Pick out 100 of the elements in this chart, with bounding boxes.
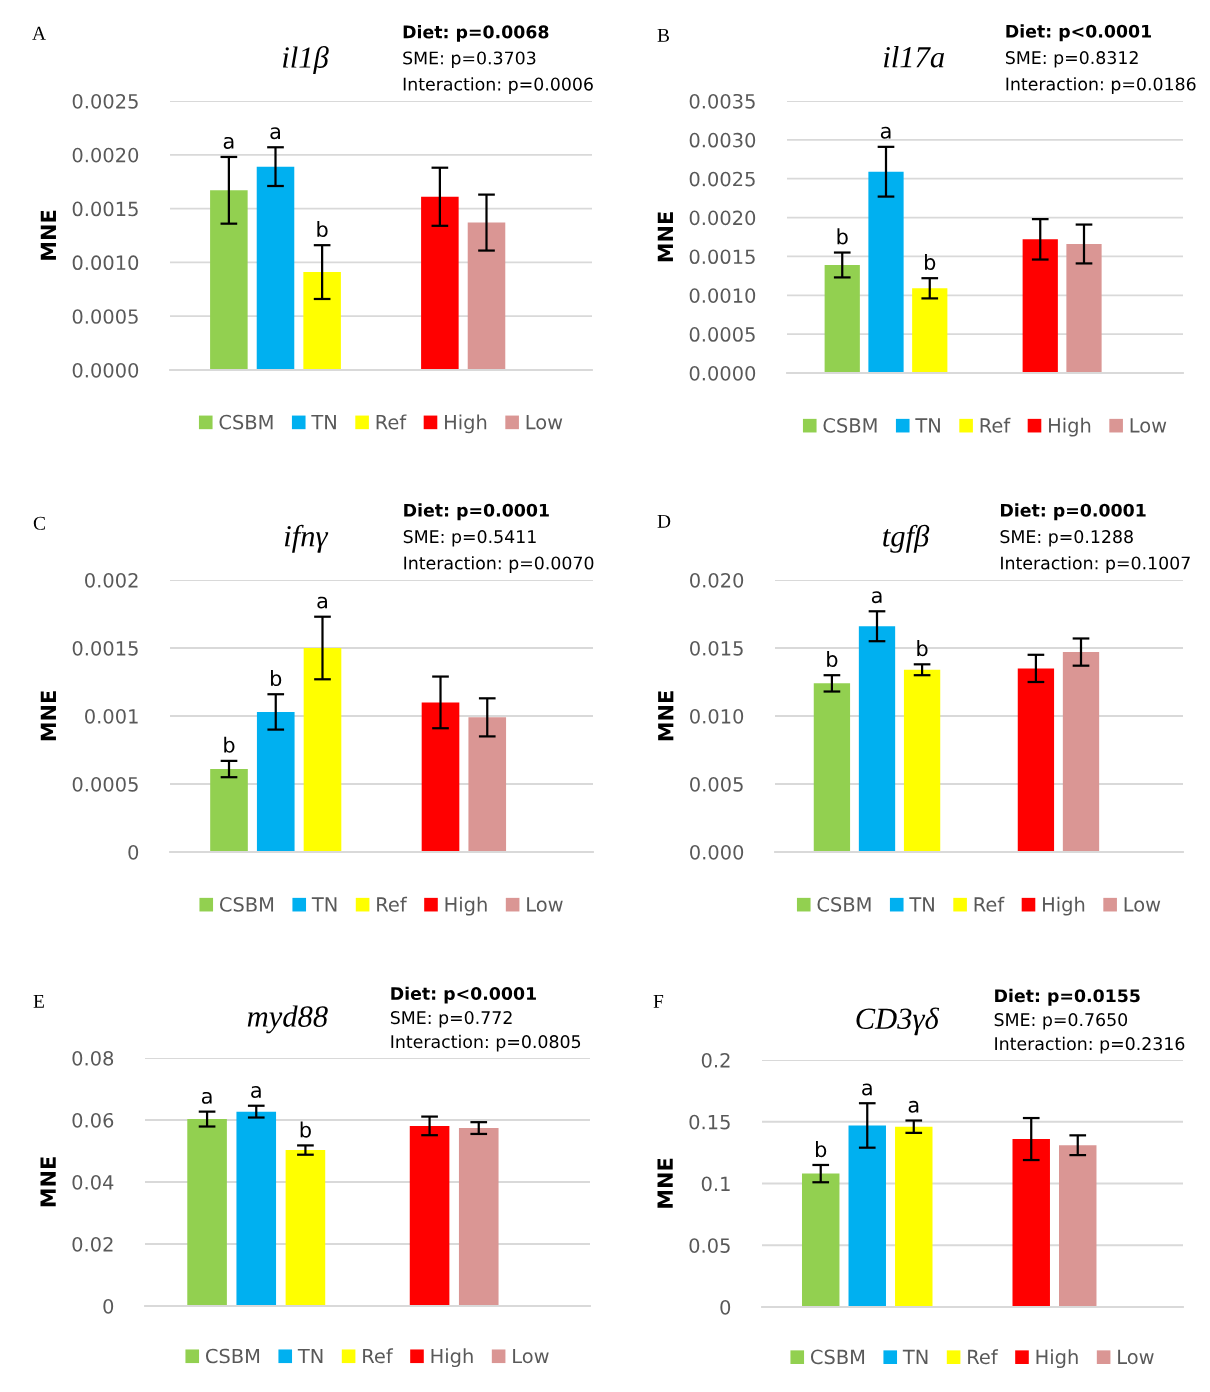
legend-label: TN [311, 415, 336, 430]
y-tick-label: 0.0035 [689, 93, 755, 109]
y-tick-label: 0.0015 [72, 640, 138, 656]
text: E [33, 994, 44, 1008]
y-tick-label: 0.002 [85, 572, 138, 588]
y-tick-label: 0.0005 [72, 776, 138, 792]
y-tick-label: 0 [720, 1299, 731, 1315]
legend-label: CSBM [810, 1349, 865, 1365]
data-label: b [271, 670, 282, 687]
text: F [653, 994, 664, 1008]
legend-label: TN [311, 897, 337, 912]
text: Diet: p=0.0155 [995, 988, 1140, 1006]
legend-label: Ref [376, 414, 407, 430]
y-axis-title: MNE [658, 691, 674, 741]
text: Diet: p=0.0068 [403, 25, 549, 42]
y-tick-label: 0.0005 [72, 309, 138, 324]
legend-label: CSBM [817, 897, 871, 912]
legend-label: Low [1130, 418, 1167, 433]
text: C [33, 516, 45, 530]
data-label: b [317, 220, 328, 238]
y-tick-label: 0.0015 [72, 201, 138, 217]
data-label: a [251, 1086, 261, 1098]
y-tick-label: 0.005 [690, 776, 743, 792]
data-label: a [908, 1100, 919, 1113]
y-tick-label: 0.2 [701, 1052, 730, 1068]
legend-label: High [445, 414, 487, 434]
y-tick-label: 0.05 [689, 1238, 730, 1253]
data-label: b [917, 640, 928, 657]
data-label: a [317, 596, 327, 609]
legend-label: Low [526, 415, 563, 430]
legend-label: Low [1124, 897, 1161, 912]
legend-label: High [431, 1348, 473, 1368]
data-label: b [827, 650, 838, 668]
y-axis-title: MNE [657, 212, 673, 262]
legend-label: CSBM [219, 414, 273, 430]
text: B [657, 28, 670, 42]
y-tick-label: 0.1 [701, 1176, 730, 1192]
y-tick-label: 0.0025 [689, 171, 755, 187]
text: Diet: p=0.0001 [1001, 503, 1146, 521]
legend-label: Low [1118, 1349, 1154, 1365]
text: Interaction: p=0.2316 [995, 1036, 1185, 1054]
y-axis-title: MNE [40, 210, 56, 260]
legend-label: Ref [974, 896, 1005, 912]
y-tick-label: 0.015 [690, 640, 743, 656]
data-label: b [224, 736, 235, 753]
y-tick-label: 0.06 [72, 1112, 114, 1128]
y-tick-label: 0.0000 [72, 362, 139, 378]
chart-title: tgfβ [883, 524, 930, 553]
legend-label: High [445, 896, 487, 916]
legend-label: TN [909, 897, 934, 912]
chart-title: il17a [884, 46, 944, 68]
data-label: a [880, 126, 891, 139]
legend-label: Low [527, 897, 563, 912]
legend-label: Ref [980, 417, 1011, 433]
chart-title: myd88 [247, 1005, 328, 1034]
legend-label: TN [902, 1349, 928, 1364]
text: Diet: p<0.0001 [1006, 24, 1151, 42]
data-label: b [925, 253, 936, 271]
y-tick-label: 0.0010 [72, 255, 139, 271]
data-label: b [300, 1121, 311, 1138]
text: D [657, 514, 671, 528]
data-label: a [201, 1091, 212, 1104]
y-axis-title: MNE [40, 691, 56, 741]
chart-title: il1β [283, 46, 329, 75]
data-label: a [862, 1083, 872, 1096]
data-label: a [270, 127, 280, 140]
data-label: b [837, 228, 848, 245]
y-tick-label: 0 [103, 1298, 114, 1314]
data-label: b [816, 1141, 827, 1158]
y-tick-label: 0.010 [690, 708, 744, 724]
data-label: a [223, 136, 234, 149]
text: Diet: p=0.0001 [404, 503, 549, 521]
chart-title: ifnγ [284, 524, 329, 553]
legend-label: TN [297, 1348, 323, 1364]
text: SME: p=0.3703 [403, 51, 536, 68]
y-tick-label: 0.15 [689, 1114, 730, 1130]
chart-title: CD3γδ [856, 1007, 940, 1036]
legend-label: Ref [968, 1349, 999, 1365]
text: SME: p=0.5411 [403, 530, 536, 547]
y-tick-label: 0.04 [72, 1174, 114, 1190]
y-tick-label: 0.0000 [689, 365, 756, 381]
legend-label: CSBM [823, 418, 877, 433]
legend-label: High [1043, 896, 1085, 916]
text: Interaction: p=0.0805 [391, 1034, 581, 1052]
y-tick-label: 0.02 [72, 1236, 113, 1252]
y-axis-title: MNE [40, 1157, 56, 1207]
legend-label: High [1049, 417, 1091, 437]
text: Interaction: p=0.0070 [404, 556, 594, 573]
y-tick-label: 0.08 [72, 1050, 114, 1066]
text: Interaction: p=0.1007 [1001, 556, 1190, 573]
text: SME: p=0.7650 [994, 1013, 1128, 1030]
text: Interaction: p=0.0186 [1006, 77, 1196, 94]
data-label: a [871, 591, 882, 604]
legend-label: Low [513, 1348, 549, 1364]
y-tick-label: 0.0015 [689, 249, 755, 265]
y-tick-label: 0.0010 [689, 288, 756, 303]
text: SME: p=0.772 [390, 1011, 512, 1028]
legend-label: CSBM [219, 897, 274, 912]
legend-label: Ref [377, 896, 408, 912]
legend-label: CSBM [205, 1348, 260, 1364]
